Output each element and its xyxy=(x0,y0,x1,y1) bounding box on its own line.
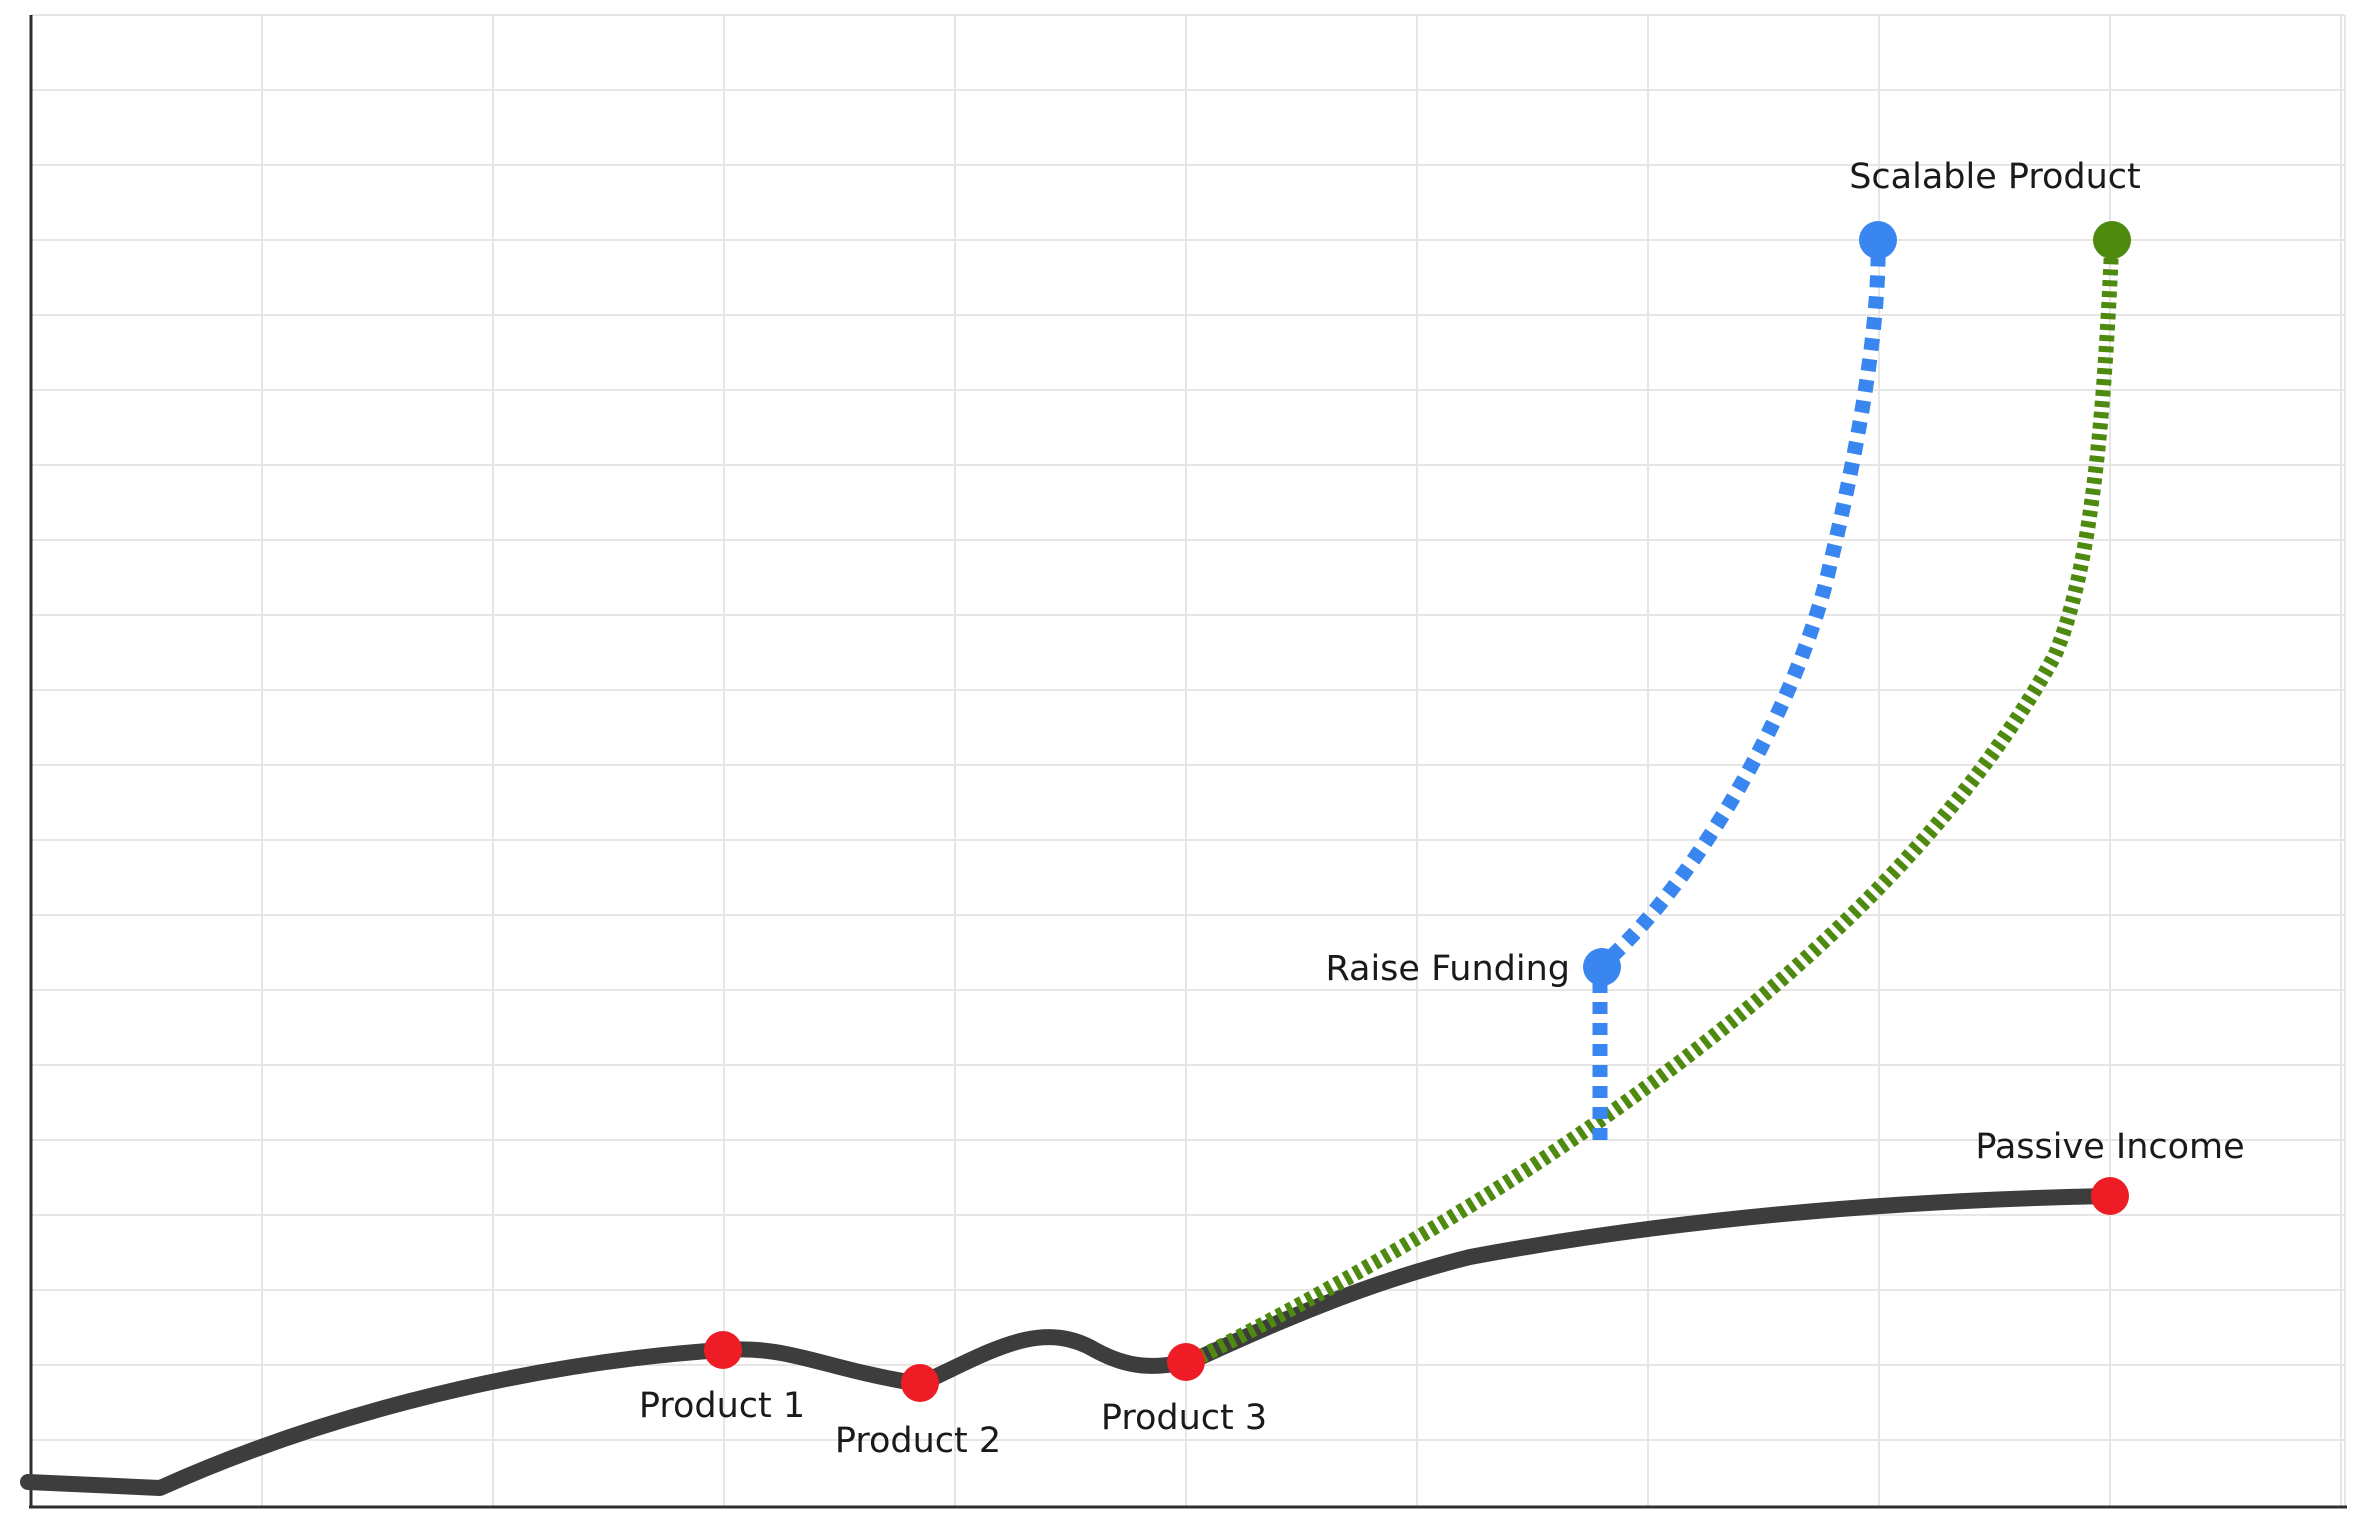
passive-income-label: Passive Income xyxy=(1975,1127,2244,1167)
scalable-product-bootstrapped-marker xyxy=(2093,221,2131,259)
grid xyxy=(31,14,2346,1507)
product-1-marker xyxy=(704,1331,742,1369)
raise-funding-marker xyxy=(1583,948,1621,986)
product-2-label: Product 2 xyxy=(835,1421,1001,1461)
product-1-label: Product 1 xyxy=(639,1386,805,1426)
passive-income-marker xyxy=(2091,1177,2129,1215)
raise-funding-label: Raise Funding xyxy=(1325,949,1570,989)
product-2-marker xyxy=(901,1364,939,1402)
product-3-marker xyxy=(1167,1343,1205,1381)
scalable-product-label: Scalable Product xyxy=(1849,157,2141,197)
main-growth-path xyxy=(20,1188,2118,1496)
bootstrap-growth-path xyxy=(1186,239,2120,1369)
scalable-product-funded-marker xyxy=(1859,221,1897,259)
product-3-label: Product 3 xyxy=(1101,1398,1267,1438)
